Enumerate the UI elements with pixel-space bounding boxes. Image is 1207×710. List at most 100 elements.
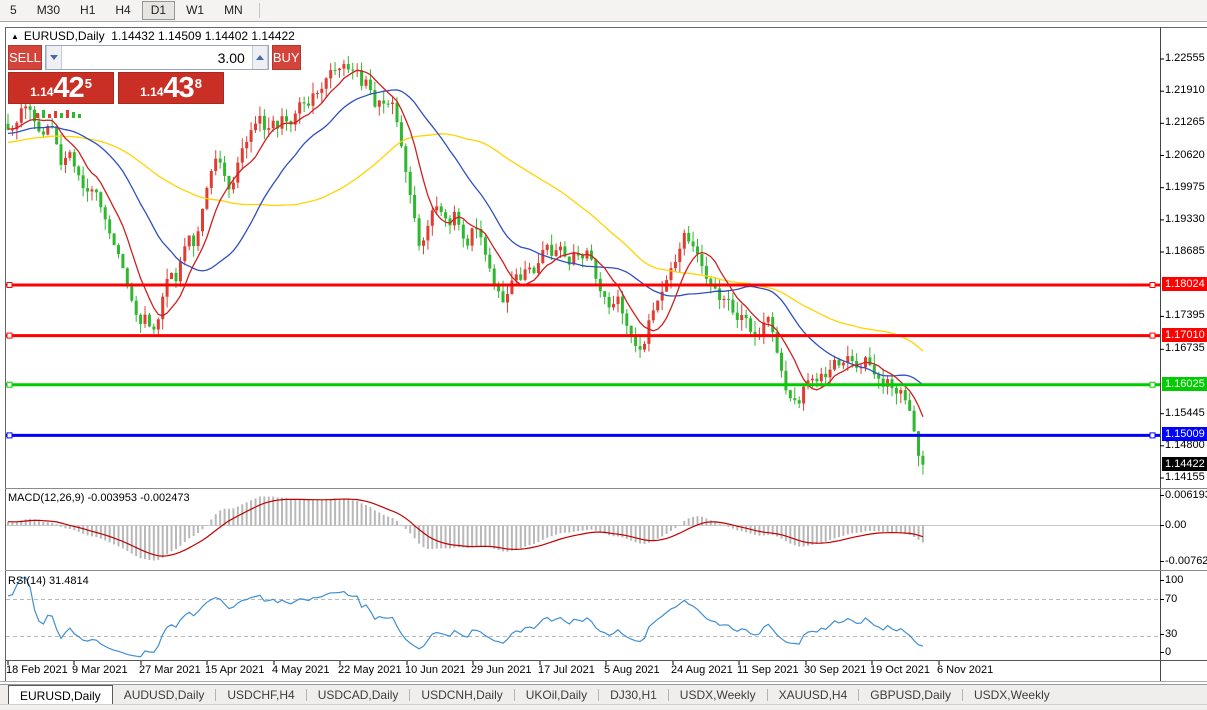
volume-decrease-button[interactable] xyxy=(45,46,62,69)
date-axis-label: 22 May 2021 xyxy=(338,664,402,676)
tab-usdx-weekly[interactable]: USDX,Weekly xyxy=(973,688,1050,702)
candle-body xyxy=(536,263,540,273)
candle-body xyxy=(766,317,770,323)
candle-body xyxy=(90,189,94,192)
level-anchor-handle[interactable] xyxy=(1149,381,1156,388)
candle-body xyxy=(519,274,523,280)
candle-body xyxy=(660,291,664,301)
candle-body xyxy=(15,122,19,130)
candle-body xyxy=(475,228,478,230)
buy-button[interactable]: BUY xyxy=(271,45,301,70)
candle-body xyxy=(762,322,766,335)
candle-body xyxy=(134,300,138,315)
candle-body xyxy=(368,79,372,91)
date-axis-label: 10 Jun 2021 xyxy=(405,664,466,676)
timeframe-button-mn[interactable]: MN xyxy=(224,3,243,17)
pane-splitter[interactable] xyxy=(0,487,1207,491)
price-axis-label: 1.20620 xyxy=(1165,148,1205,161)
timeframe-button-h4[interactable]: H4 xyxy=(115,3,131,17)
level-anchor-handle[interactable] xyxy=(1149,332,1156,339)
candle-body xyxy=(563,246,567,257)
candle-body xyxy=(417,218,421,246)
candle-body xyxy=(682,232,686,249)
tab-xauusd-h4[interactable]: XAUUSD,H4 xyxy=(778,688,848,702)
candle-body xyxy=(643,343,646,350)
volume-increase-button[interactable] xyxy=(251,46,268,69)
candle-body xyxy=(346,64,350,70)
candle-body xyxy=(236,162,240,183)
candle-body xyxy=(192,235,196,246)
date-axis-label: 15 Apr 2021 xyxy=(205,664,265,676)
candle-body xyxy=(722,298,726,301)
date-axis-label: 4 May 2021 xyxy=(272,664,330,676)
tab-audusd-daily[interactable]: AUDUSD,Daily xyxy=(123,688,205,702)
timeframe-button-5[interactable]: 5 xyxy=(10,3,17,17)
candle-body xyxy=(793,398,797,401)
tab-usdchf-h4[interactable]: USDCHF,H4 xyxy=(227,688,295,702)
level-anchor-handle[interactable] xyxy=(1149,282,1156,288)
candle-body xyxy=(567,256,571,265)
level-anchor-handle[interactable] xyxy=(1149,432,1156,439)
collapse-icon[interactable]: ▲ xyxy=(11,32,19,41)
candle-body xyxy=(435,206,439,211)
tab-eurusd-daily[interactable]: EURUSD,Daily xyxy=(8,685,113,705)
price-axis-label: 1.21265 xyxy=(1165,116,1205,129)
candle-body xyxy=(99,192,103,208)
candle-body xyxy=(859,367,863,369)
buy-price-display[interactable]: 1.14 43 8 xyxy=(118,72,224,104)
level-anchor-handle[interactable] xyxy=(6,381,13,388)
candle-body xyxy=(771,317,775,333)
level-anchor-handle[interactable] xyxy=(6,332,13,339)
volume-input[interactable] xyxy=(61,46,252,69)
price-axis-label: 1.14155 xyxy=(1165,471,1205,483)
candle-body xyxy=(152,326,156,330)
candle-body xyxy=(320,88,324,93)
candle-body xyxy=(718,288,722,300)
candle-body xyxy=(550,244,554,256)
candle-body xyxy=(903,390,907,401)
candle-body xyxy=(731,299,735,313)
timeframe-button-w1[interactable]: W1 xyxy=(186,3,205,17)
chart-ohlc-quotes: 1.14432 1.14509 1.14402 1.14422 xyxy=(111,29,295,43)
tab-usdcnh-daily[interactable]: USDCNH,Daily xyxy=(421,688,503,702)
candle-body xyxy=(373,90,377,107)
candle-body xyxy=(523,269,527,280)
tab-usdx-weekly[interactable]: USDX,Weekly xyxy=(679,688,756,702)
pane-splitter[interactable] xyxy=(0,568,1207,572)
tab-ukoil-daily[interactable]: UKOil,Daily xyxy=(525,688,588,702)
candle-body xyxy=(218,158,222,163)
date-axis-label: 27 Mar 2021 xyxy=(139,664,201,676)
candle-body xyxy=(687,232,691,242)
level-anchor-handle[interactable] xyxy=(6,282,13,288)
tab-gbpusd-daily[interactable]: GBPUSD,Daily xyxy=(870,688,951,702)
candle-body xyxy=(881,378,885,387)
candle-body xyxy=(280,116,284,129)
candle-body xyxy=(506,294,509,303)
candle-body xyxy=(24,106,28,109)
candle-body xyxy=(439,206,443,213)
level-anchor-handle[interactable] xyxy=(6,432,13,439)
candle-body xyxy=(559,246,562,251)
candle-body xyxy=(837,360,841,366)
timeframe-button-d1[interactable]: D1 xyxy=(141,1,176,20)
tab-separator xyxy=(858,689,860,701)
tab-dj30-h1[interactable]: DJ30,H1 xyxy=(610,688,657,702)
chart-window[interactable] xyxy=(0,21,1207,683)
sell-price-display[interactable]: 1.14 42 5 xyxy=(8,72,114,104)
chevron-up-icon xyxy=(255,55,264,60)
candle-body xyxy=(612,304,615,308)
candle-body xyxy=(656,300,660,311)
tab-separator xyxy=(305,689,307,701)
candle-body xyxy=(576,253,580,256)
level-price-label: 1.17010 xyxy=(1162,327,1207,342)
tab-usdcad-daily[interactable]: USDCAD,Daily xyxy=(317,688,399,702)
candle-body xyxy=(749,318,753,332)
candle-body xyxy=(603,291,607,297)
chart-title: ▲ EURUSD,Daily 1.14432 1.14509 1.14402 1.… xyxy=(11,29,295,43)
timeframe-button-m30[interactable]: M30 xyxy=(36,3,61,17)
candle-body xyxy=(886,379,890,387)
sell-button[interactable]: SELL xyxy=(8,45,42,70)
timeframe-button-h1[interactable]: H1 xyxy=(80,3,96,17)
candle-body xyxy=(850,356,854,362)
